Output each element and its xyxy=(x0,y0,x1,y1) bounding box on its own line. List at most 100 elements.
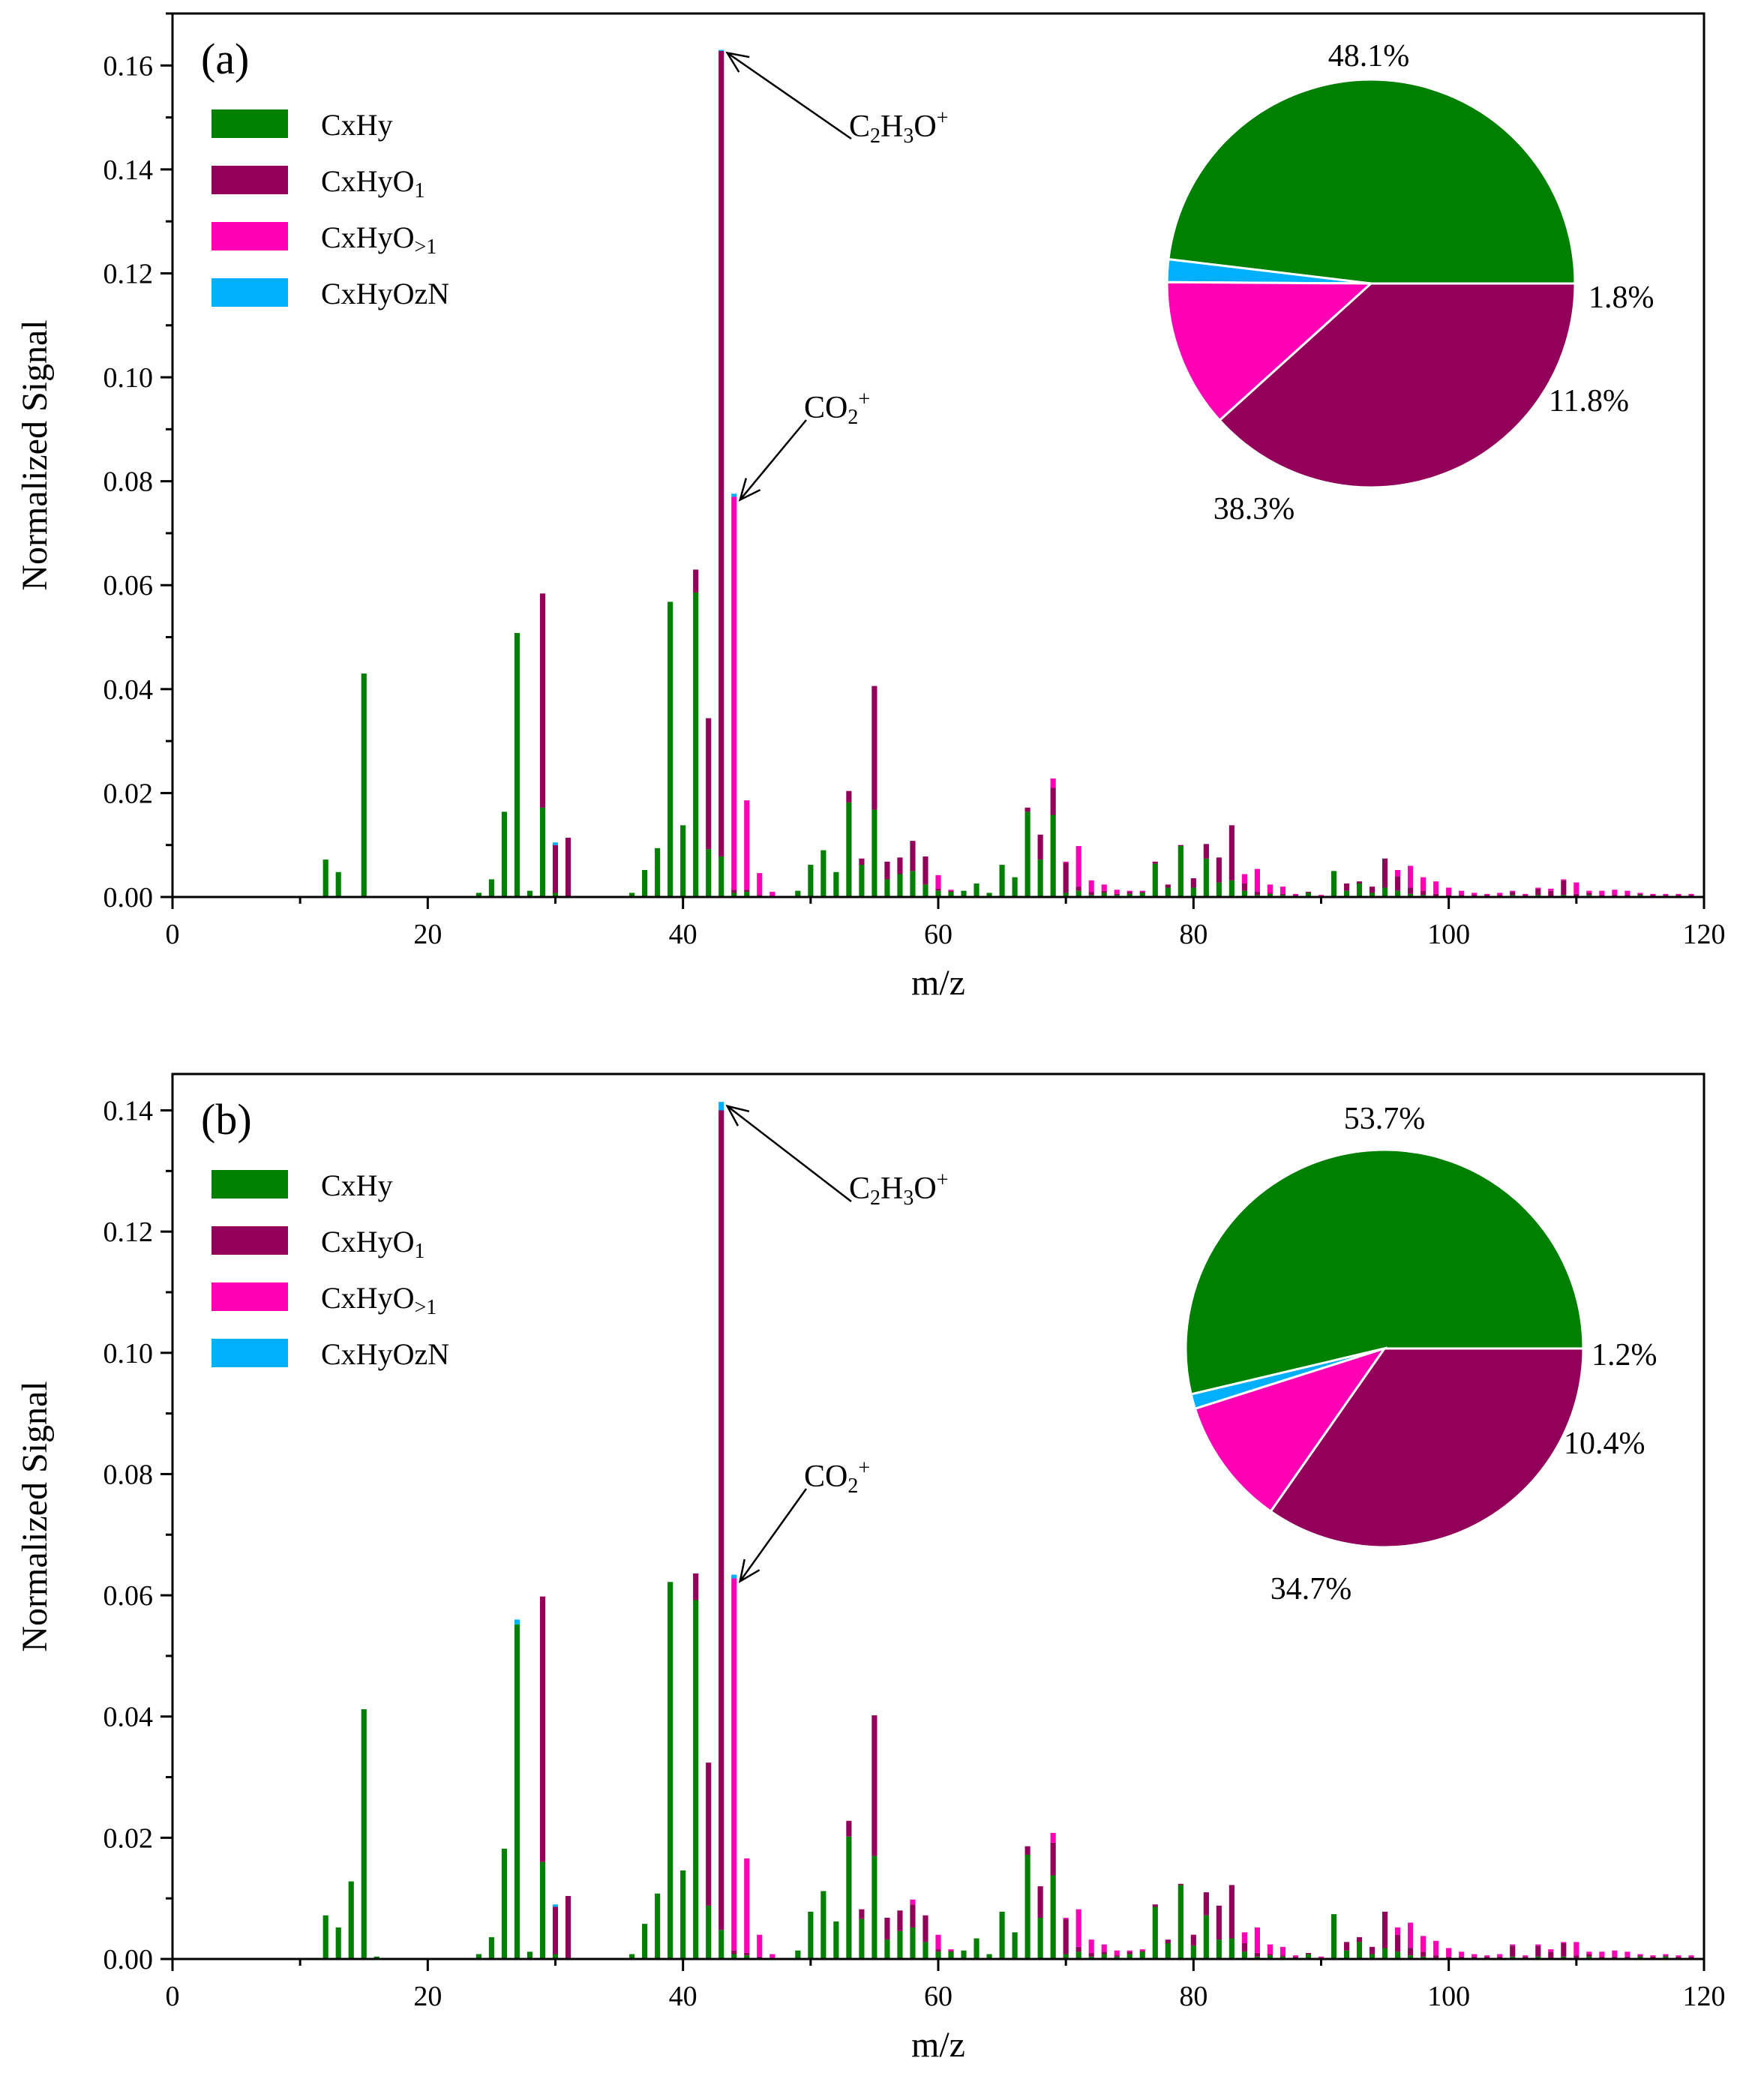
bar-segment xyxy=(1522,1955,1528,1957)
bar-segment xyxy=(1012,1932,1018,1959)
legend: CxHy CxHyO1 CxHyO>1 CxHyOzN xyxy=(212,1168,449,1371)
bar-segment xyxy=(910,1904,916,1928)
y-tick-label: 0.04 xyxy=(104,674,154,706)
bar-segment xyxy=(1356,883,1363,897)
bar-segment xyxy=(1024,1846,1030,1855)
y-axis: 0.00 0.02 0.04 0.06 0.08 0.10 0.12 0.14 xyxy=(104,1095,172,1976)
bar-segment xyxy=(1548,1952,1554,1958)
bar-segment xyxy=(1190,1946,1196,1959)
bar-segment xyxy=(1037,834,1043,860)
bar-segment xyxy=(1076,886,1082,891)
x-tick-label: 80 xyxy=(1179,1981,1208,2012)
bar-segment xyxy=(1088,880,1094,892)
bar-segment xyxy=(642,1924,648,1959)
panel-b: 0 20 40 60 80 100 120m/z0.000.020.040.060.080.… xyxy=(15,1072,1726,2065)
pie-label: 34.7% xyxy=(1270,1572,1352,1606)
bar-segment xyxy=(1114,893,1120,896)
bar-segment xyxy=(1612,1956,1618,1958)
bar-segment xyxy=(935,888,941,891)
bar-segment xyxy=(1586,1954,1592,1957)
y-tick-label: 0.14 xyxy=(104,1095,154,1126)
bar-segment xyxy=(1535,1946,1541,1957)
bar-segment xyxy=(1343,883,1350,891)
bar-segment xyxy=(1548,890,1554,896)
pie-label: 11.8% xyxy=(1549,384,1629,418)
x-tick-label: 0 xyxy=(166,1981,180,2012)
bar-segment xyxy=(1114,1955,1120,1957)
bar-segment xyxy=(859,858,865,866)
bar-segment xyxy=(1203,1915,1209,1959)
bar-segment xyxy=(1446,895,1452,896)
y-tick-label: 0.02 xyxy=(104,1822,154,1854)
legend-label: CxHyO1 xyxy=(321,164,424,202)
bar-segment xyxy=(1637,893,1643,896)
bar-segment xyxy=(1178,1883,1184,1886)
bar-segment xyxy=(1178,844,1184,847)
x-axis: 0 20 40 60 80 100 120 xyxy=(166,897,1726,950)
x-tick-label: 120 xyxy=(1683,1981,1726,2012)
bar-segment xyxy=(872,686,878,810)
legend-label: CxHy xyxy=(321,1168,393,1202)
legend-swatch xyxy=(212,1226,288,1255)
bar-segment xyxy=(1420,1956,1426,1959)
x-axis-label: m/z xyxy=(911,2025,965,2065)
bar-segment xyxy=(1433,893,1439,896)
bar-segment xyxy=(1050,1875,1056,1959)
bar-segment xyxy=(1228,1938,1234,1959)
bar-segment xyxy=(1433,1955,1439,1958)
x-axis: 0 20 40 60 80 100 120 xyxy=(166,1959,1726,2012)
bar-segment xyxy=(1280,886,1286,894)
bar-segment xyxy=(833,1921,839,1959)
bar-segment xyxy=(1228,825,1234,880)
bar-segment xyxy=(1190,878,1196,888)
bar-segment xyxy=(1446,887,1452,896)
bar-segment xyxy=(1522,1956,1528,1958)
bar-segment xyxy=(922,1942,928,1959)
bar-segment xyxy=(1050,788,1056,815)
legend-label: CxHy xyxy=(321,108,393,142)
bar-segment xyxy=(1280,1955,1286,1957)
bar-segment xyxy=(1522,895,1528,896)
bar-segment xyxy=(1267,1944,1274,1954)
pie-label: 1.2% xyxy=(1592,1338,1658,1372)
annotation-arrow xyxy=(739,1488,808,1582)
bar-segment xyxy=(846,802,852,897)
bar-segment xyxy=(1318,895,1324,896)
panel-label: (b) xyxy=(201,1095,252,1144)
bar-segment xyxy=(1254,868,1260,892)
legend-label: CxHyOzN xyxy=(321,277,449,310)
bar-segment xyxy=(642,869,648,897)
bar-segment xyxy=(1292,1955,1299,1957)
bar-segment xyxy=(1241,890,1247,897)
bar-segment xyxy=(1688,1955,1694,1957)
bar-segment xyxy=(1497,895,1503,896)
bar-segment xyxy=(1599,890,1605,896)
bar-segment xyxy=(565,1895,572,1958)
bar-segment xyxy=(1241,1932,1247,1943)
bar-segment xyxy=(1203,844,1209,859)
bar-segment xyxy=(1114,890,1120,894)
annotation-label: CO2+ xyxy=(804,388,870,429)
bar-segment xyxy=(1114,1950,1120,1956)
bar-segment xyxy=(539,807,546,897)
bar-segment xyxy=(1382,887,1388,897)
bar-segment xyxy=(1369,1946,1376,1954)
bar-segment xyxy=(1254,1927,1260,1953)
bar-segment xyxy=(757,1956,763,1958)
bar-segment xyxy=(846,790,852,802)
bar-segment xyxy=(1024,807,1030,812)
bar-segment xyxy=(693,1573,699,1600)
bar-segment xyxy=(1420,890,1426,896)
bar-segment xyxy=(539,1596,546,1862)
bar-segment xyxy=(1522,893,1528,896)
bar-segment xyxy=(1624,1952,1630,1957)
bar-segment xyxy=(859,1909,865,1919)
y-axis: 0.00 0.02 0.04 0.06 0.08 0.10 0.12 0.14 0.16 xyxy=(104,12,172,914)
bar-segment xyxy=(1395,890,1401,897)
bar-segment xyxy=(655,848,661,897)
bar-segment xyxy=(718,856,724,897)
bar-segment xyxy=(1663,895,1669,896)
bar-segment xyxy=(1433,1940,1439,1956)
bar-segment xyxy=(1676,1955,1682,1957)
